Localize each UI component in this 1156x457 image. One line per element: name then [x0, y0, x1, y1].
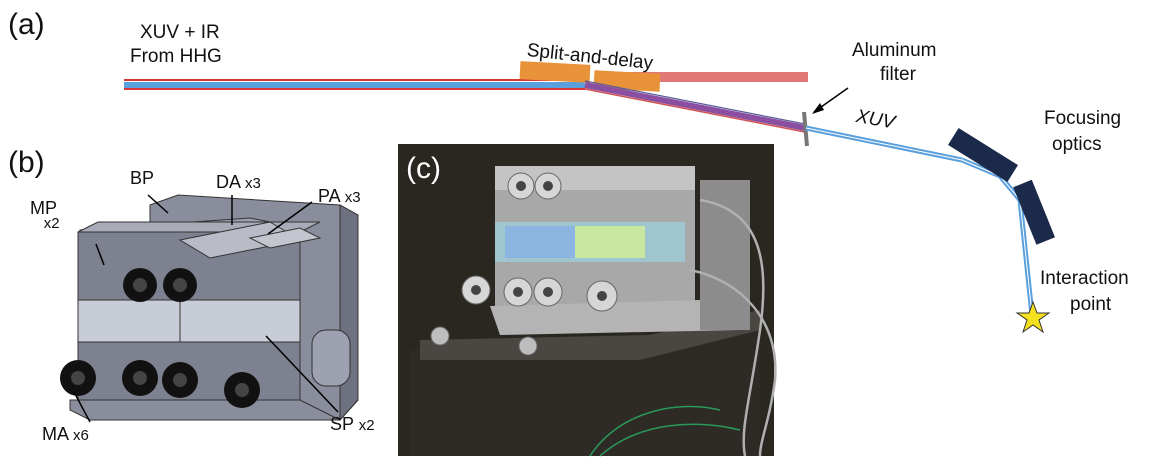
- part-pointers: [73, 194, 339, 423]
- ir-beam-out: [600, 72, 808, 82]
- xuv-beam-diag-edge2: [584, 80, 806, 125]
- source-label-line1: XUV + IR: [140, 22, 220, 43]
- filter-arrow-head: [812, 103, 824, 114]
- focusing-label-line2: optics: [1052, 134, 1102, 155]
- part-bp-label: BP: [130, 168, 155, 188]
- part-mp-label: MP x2: [30, 198, 60, 232]
- part-pa-label: PA x3: [318, 186, 361, 206]
- interaction-star: [1015, 300, 1051, 334]
- xuv-incoming-beam: [124, 82, 585, 88]
- part-pa-count: x3: [344, 189, 361, 206]
- xuv-focusing-path-core: [961, 159, 1033, 316]
- cad-drawing: [60, 194, 359, 422]
- part-ma-label: MA x6: [42, 424, 89, 444]
- part-da-count: x3: [245, 175, 261, 192]
- part-sp-count: x2: [358, 417, 375, 434]
- interaction-label-line1: Interaction: [1040, 268, 1129, 289]
- part-da-label: DA x3: [216, 172, 261, 192]
- interaction-label-line2: point: [1070, 294, 1112, 315]
- xuv-beam-after-filter-core: [805, 127, 963, 161]
- focusing-mirror-2: [1013, 179, 1056, 245]
- part-sp-label: SP x2: [330, 414, 375, 434]
- setup-photo: [398, 144, 777, 457]
- filter-label-line1: Aluminum: [852, 40, 937, 61]
- focusing-label-line1: Focusing: [1044, 108, 1122, 129]
- filter-label-line2: filter: [880, 64, 916, 85]
- part-mp-count: x2: [43, 215, 60, 232]
- panel-b-label: (b): [8, 146, 45, 179]
- part-ma-count: x6: [73, 427, 89, 444]
- aluminum-filter: [802, 111, 809, 147]
- source-label-line2: From HHG: [130, 46, 222, 67]
- xuv-focusing-path: [961, 157, 1035, 316]
- xuv-beam-diag: [584, 82, 806, 131]
- split-mirror-1: [519, 61, 591, 83]
- xuv-beam-diag-edge: [584, 88, 806, 133]
- panel-a-label: (a): [8, 8, 45, 41]
- focusing-mirror-1: [948, 127, 1018, 183]
- panel-c-label: (c): [406, 152, 441, 185]
